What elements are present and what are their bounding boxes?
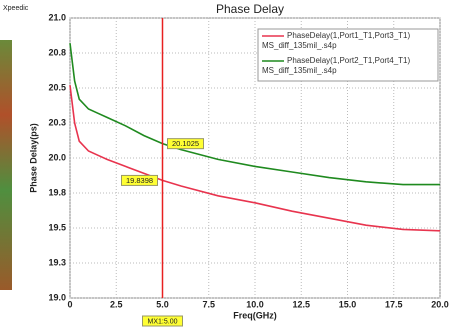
y-tick-label: 20.3 <box>48 117 66 127</box>
chart: Xpeedic Phase Delay Phase Delay(ps) Freq… <box>0 0 454 328</box>
y-axis-label: Phase Delay(ps) <box>28 123 38 193</box>
x-axis-label: Freq(GHz) <box>233 310 277 320</box>
y-tick-label: 19.8 <box>48 187 66 197</box>
legend-source: MS_diff_135mil_.s4p <box>262 66 337 75</box>
side-image <box>0 40 12 290</box>
brand: Xpeedic <box>3 5 29 12</box>
x-tick-label: 7.5 <box>202 299 215 309</box>
marker-value: 19.8398 <box>126 176 153 185</box>
x-tick-label: 5.0 <box>156 299 169 309</box>
x-tick-label: 0 <box>67 299 72 309</box>
x-tick-label: 15.0 <box>339 299 357 309</box>
y-tick-label: 19.0 <box>48 292 66 302</box>
x-tick-label: 17.5 <box>385 299 403 309</box>
y-tick-label: 19.3 <box>48 257 66 267</box>
y-tick-label: 20.8 <box>48 47 66 57</box>
legend-source: MS_diff_135mil_.s4p <box>262 41 337 50</box>
marker-label: MX1:5.00 <box>148 318 178 325</box>
y-tick-label: 20.0 <box>48 152 66 162</box>
legend-label: PhaseDelay(1,Port2_T1,Port4_T1) <box>287 56 411 65</box>
marker-value: 20.1025 <box>172 139 199 148</box>
x-tick-label: 20.0 <box>431 299 449 309</box>
x-tick-label: 10.0 <box>246 299 264 309</box>
legend-label: PhaseDelay(1,Port1_T1,Port3_T1) <box>287 31 411 40</box>
y-tick-label: 19.5 <box>48 222 66 232</box>
y-tick-label: 20.5 <box>48 82 66 92</box>
x-tick-label: 12.5 <box>292 299 310 309</box>
y-tick-label: 21.0 <box>48 12 66 22</box>
x-tick-label: 2.5 <box>110 299 123 309</box>
chart-title: Phase Delay <box>216 2 284 16</box>
